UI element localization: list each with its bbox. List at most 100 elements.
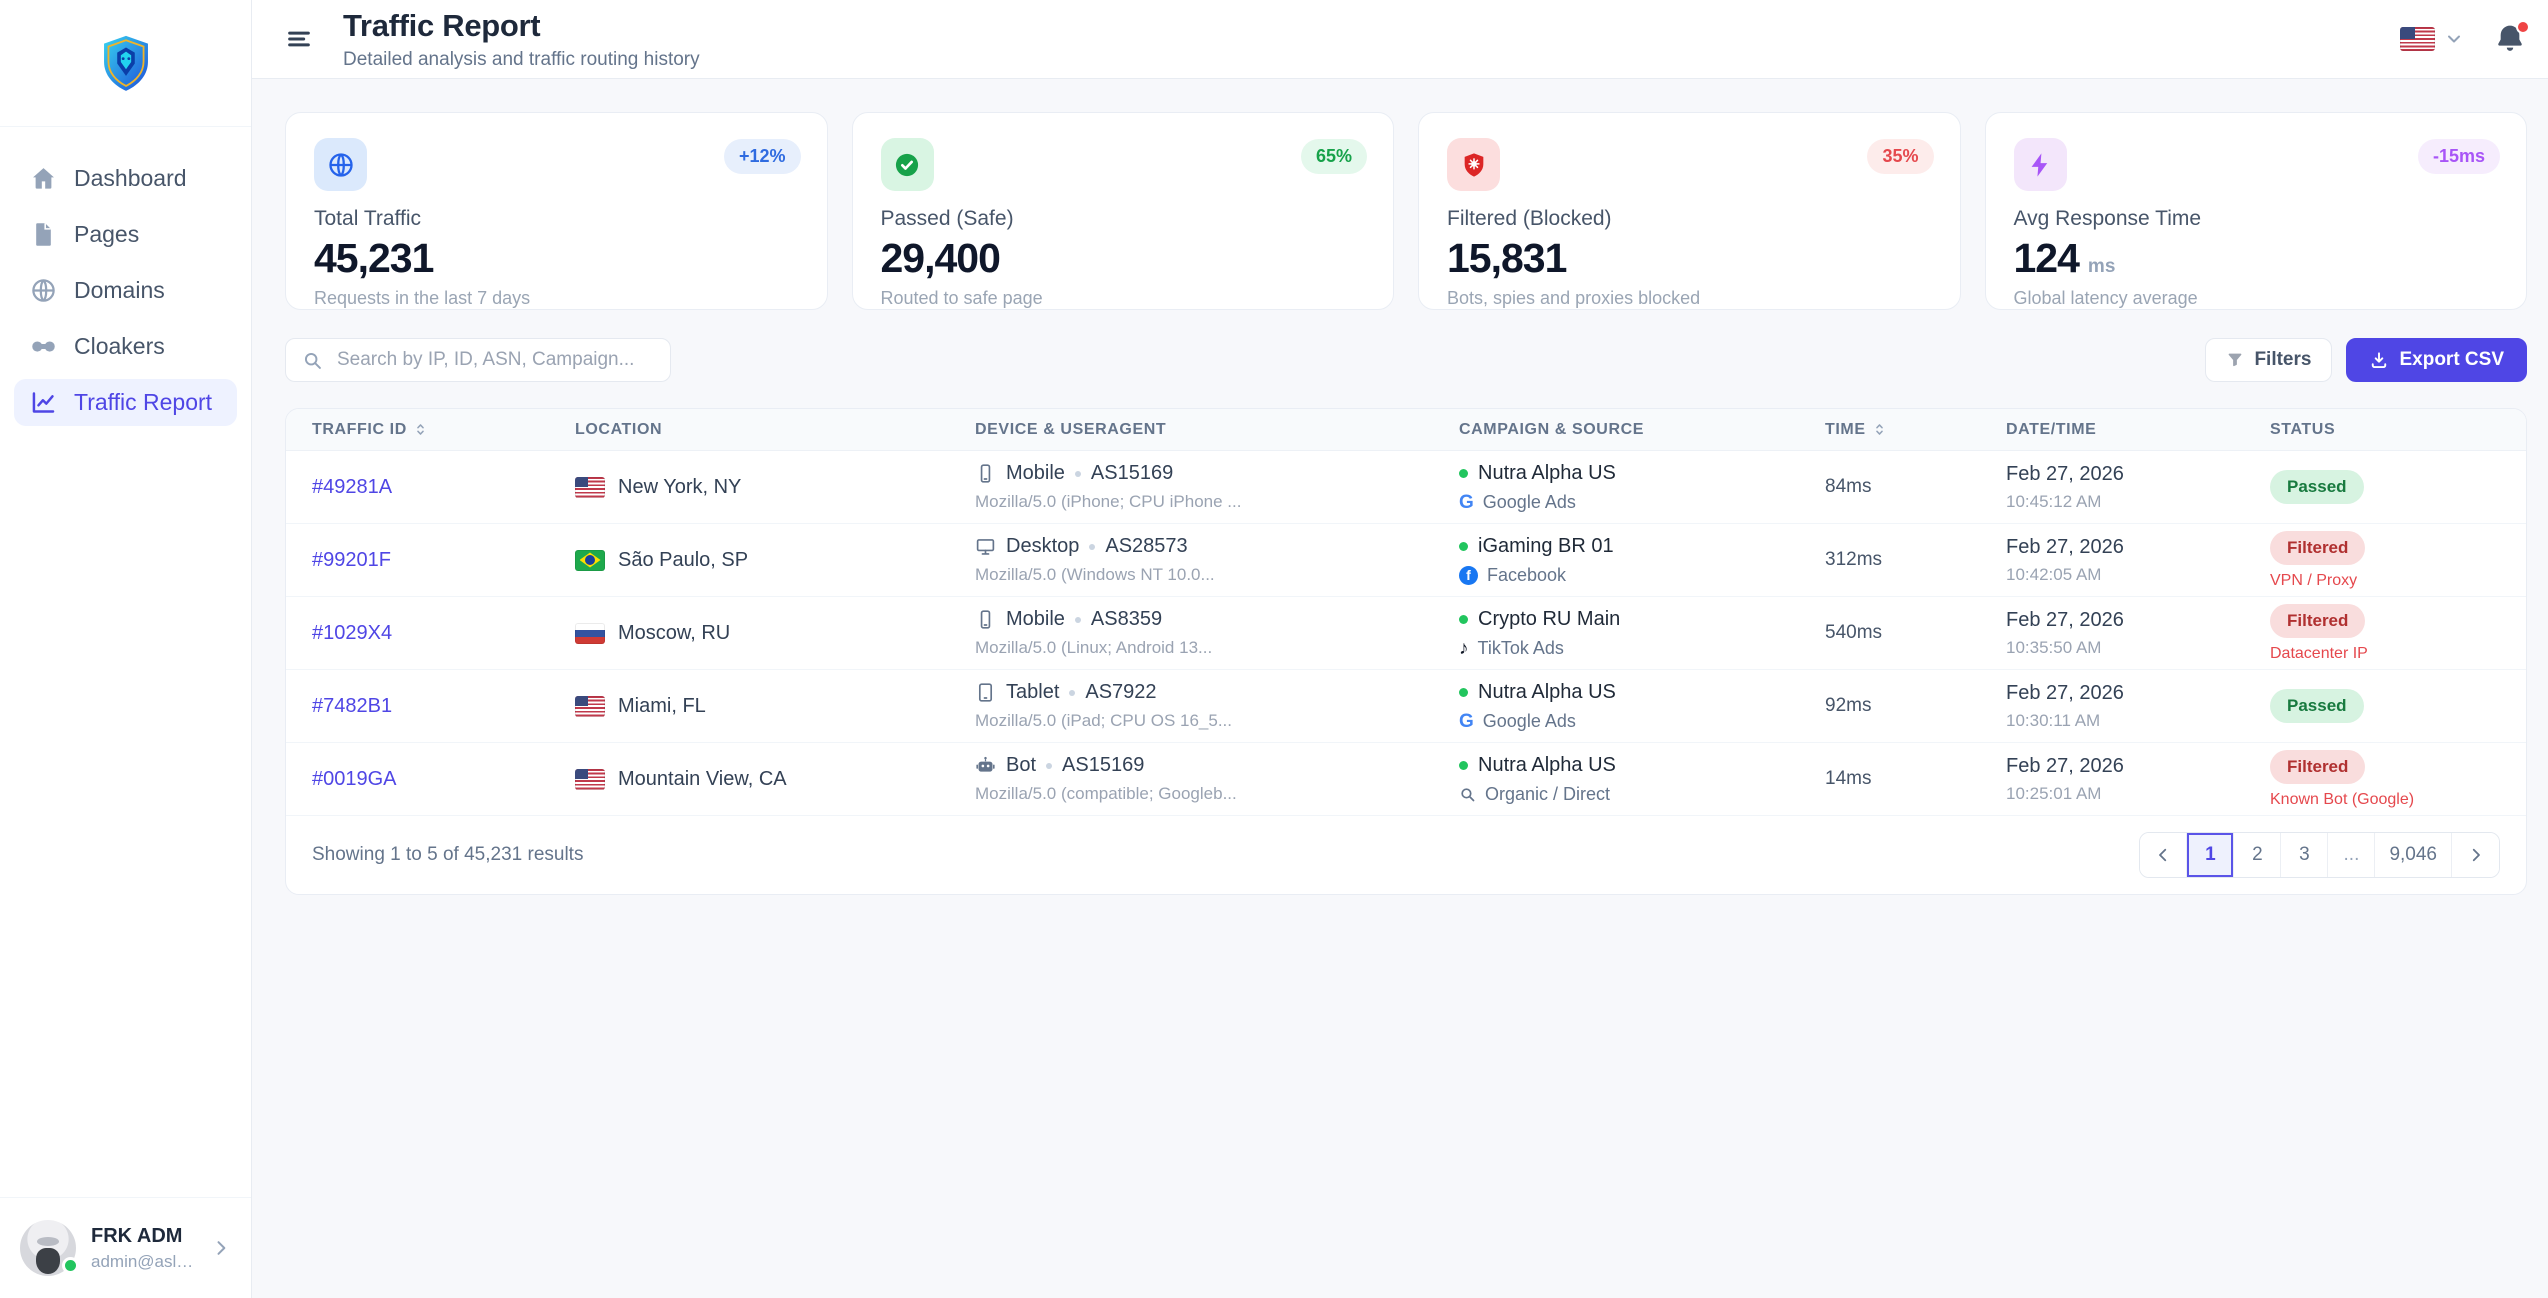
campaign-cell: Crypto RU Main ♪ TikTok Ads xyxy=(1459,608,1825,659)
filters-label: Filters xyxy=(2254,349,2312,370)
app-logo[interactable] xyxy=(0,0,251,127)
stat-label: Avg Response Time xyxy=(2013,207,2202,230)
sidebar-item-cloakers[interactable]: Cloakers xyxy=(14,323,237,370)
location-cell: Miami, FL xyxy=(575,695,975,718)
sidebar-item-traffic-report[interactable]: Traffic Report xyxy=(14,379,237,426)
stat-unit: ms xyxy=(2087,256,2116,277)
status-badge: Filtered xyxy=(2270,749,2366,784)
traffic-id-link[interactable]: #0019GA xyxy=(312,767,397,790)
table-row[interactable]: #7482B1 Miami, FL Tablet AS7922 Mozilla/… xyxy=(286,670,2526,743)
stat-description: Routed to safe page xyxy=(880,288,1043,308)
stat-cards: +12% Total Traffic 45,231 Requests in th… xyxy=(285,112,2527,310)
filters-button[interactable]: Filters xyxy=(2205,338,2333,382)
table-row[interactable]: #1029X4 Moscow, RU Mobile AS8359 Mozilla… xyxy=(286,597,2526,670)
location-text: Mountain View, CA xyxy=(618,767,787,790)
export-csv-button[interactable]: Export CSV xyxy=(2346,338,2527,382)
column-header-time[interactable]: Time xyxy=(1825,421,2006,439)
sidebar-item-domains[interactable]: Domains xyxy=(14,267,237,314)
datetime-cell: Feb 27, 2026 10:35:50 AM xyxy=(2006,609,2270,658)
mobile-icon xyxy=(975,609,996,630)
us-flag-icon xyxy=(575,476,605,498)
menu-toggle-button[interactable] xyxy=(285,20,323,58)
us-flag-icon xyxy=(575,695,605,717)
status-badge: Filtered xyxy=(2270,530,2366,565)
response-time: 540ms xyxy=(1825,622,1883,643)
page-button-1[interactable]: 1 xyxy=(2187,833,2235,877)
user-name: FRK ADM xyxy=(91,1224,183,1247)
page-button-3[interactable]: 3 xyxy=(2281,833,2329,877)
shield-icon xyxy=(1447,138,1500,191)
notifications-button[interactable] xyxy=(2494,20,2530,55)
sidebar-item-dashboard[interactable]: Dashboard xyxy=(14,155,237,202)
next-page-button[interactable] xyxy=(2452,833,2499,877)
check-icon xyxy=(880,138,934,191)
asn: AS28573 xyxy=(1105,535,1188,557)
sidebar-item-pages[interactable]: Pages xyxy=(14,211,237,258)
useragent: Mozilla/5.0 (compatible; Googleb... xyxy=(975,784,1237,803)
file-icon xyxy=(30,221,57,248)
cloak-icon xyxy=(30,333,57,360)
status-cell: Passed xyxy=(2270,470,2500,504)
status-cell: Filtered VPN / Proxy xyxy=(2270,530,2500,590)
ru-flag-icon xyxy=(575,622,605,644)
google-icon: G xyxy=(1459,710,1474,732)
toolbar: Filters Export CSV xyxy=(285,338,2527,382)
sidebar-item-label: Pages xyxy=(74,221,140,247)
traffic-id-link[interactable]: #49281A xyxy=(312,475,393,498)
date: Feb 27, 2026 xyxy=(2006,608,2124,631)
date: Feb 27, 2026 xyxy=(2006,754,2124,777)
prev-page-button[interactable] xyxy=(2140,833,2188,877)
google-icon: G xyxy=(1459,491,1474,513)
asn: AS7922 xyxy=(1085,681,1157,703)
campaign-cell: iGaming BR 01 f Facebook xyxy=(1459,535,1825,586)
location-cell: São Paulo, SP xyxy=(575,549,975,572)
column-header-location: Location xyxy=(575,420,663,438)
response-time: 14ms xyxy=(1825,768,1872,789)
language-selector[interactable] xyxy=(2400,27,2464,51)
sidebar-item-label: Traffic Report xyxy=(74,389,213,415)
device-cell: Desktop AS28573 Mozilla/5.0 (Windows NT … xyxy=(975,535,1459,585)
notification-dot xyxy=(2516,20,2530,34)
traffic-id-link[interactable]: #7482B1 xyxy=(312,694,393,717)
response-time: 312ms xyxy=(1825,549,1883,570)
facebook-icon: f xyxy=(1459,565,1478,585)
online-status-dot xyxy=(62,1257,79,1274)
timestamp: 10:45:12 AM xyxy=(2006,491,2102,511)
date: Feb 27, 2026 xyxy=(2006,681,2124,704)
table-footer: Showing 1 to 5 of 45,231 results 1 2 3... 9… xyxy=(286,816,2526,894)
stat-label: Filtered (Blocked) xyxy=(1447,207,1612,230)
magnifier-icon xyxy=(1459,786,1476,803)
page-button-2[interactable]: 2 xyxy=(2234,833,2282,877)
traffic-table: Traffic ID Location Device & Useragent C… xyxy=(285,408,2527,895)
column-header-traffic-id[interactable]: Traffic ID xyxy=(312,421,575,439)
table-row[interactable]: #0019GA Mountain View, CA Bot AS15169 Mo… xyxy=(286,743,2526,816)
chevron-right-icon xyxy=(217,1241,226,1255)
search-box[interactable] xyxy=(285,338,671,382)
stat-card-filtered-blocked: 35% Filtered (Blocked) 15,831 Bots, spie… xyxy=(1418,112,1961,310)
stat-label: Passed (Safe) xyxy=(880,207,1014,230)
sidebar-item-label: Cloakers xyxy=(74,333,165,359)
sort-icon xyxy=(413,422,428,437)
search-input[interactable] xyxy=(335,348,654,372)
datetime-cell: Feb 27, 2026 10:42:05 AM xyxy=(2006,536,2270,585)
stat-description: Bots, spies and proxies blocked xyxy=(1447,288,1701,308)
sidebar-nav: Dashboard Pages Domains Cloakers Traffic… xyxy=(0,127,251,426)
traffic-id-link[interactable]: #1029X4 xyxy=(312,621,393,644)
traffic-id-link[interactable]: #99201F xyxy=(312,548,391,571)
table-row[interactable]: #99201F São Paulo, SP Desktop AS28573 Mo… xyxy=(286,524,2526,597)
br-flag-icon xyxy=(575,549,605,571)
device-cell: Mobile AS15169 Mozilla/5.0 (iPhone; CPU … xyxy=(975,462,1459,512)
home-icon xyxy=(30,165,57,192)
datetime-cell: Feb 27, 2026 10:30:11 AM xyxy=(2006,682,2270,731)
user-profile[interactable]: FRK ADM admin@aslanphant... xyxy=(0,1197,251,1298)
location-cell: New York, NY xyxy=(575,476,975,499)
device-type: Mobile xyxy=(1006,462,1065,484)
table-row[interactable]: #49281A New York, NY Mobile AS15169 Mozi… xyxy=(286,451,2526,524)
page-button-9046[interactable]: 9,046 xyxy=(2375,833,2452,877)
location-text: Miami, FL xyxy=(618,694,706,717)
pagination: 1 2 3... 9,046 xyxy=(2139,832,2500,878)
stat-card-avg-response-time: -15ms Avg Response Time 124 ms Global la… xyxy=(1984,112,2527,310)
traffic-source: Google Ads xyxy=(1482,491,1576,512)
location-text: Moscow, RU xyxy=(618,621,731,644)
chevron-right-icon xyxy=(2467,846,2485,864)
